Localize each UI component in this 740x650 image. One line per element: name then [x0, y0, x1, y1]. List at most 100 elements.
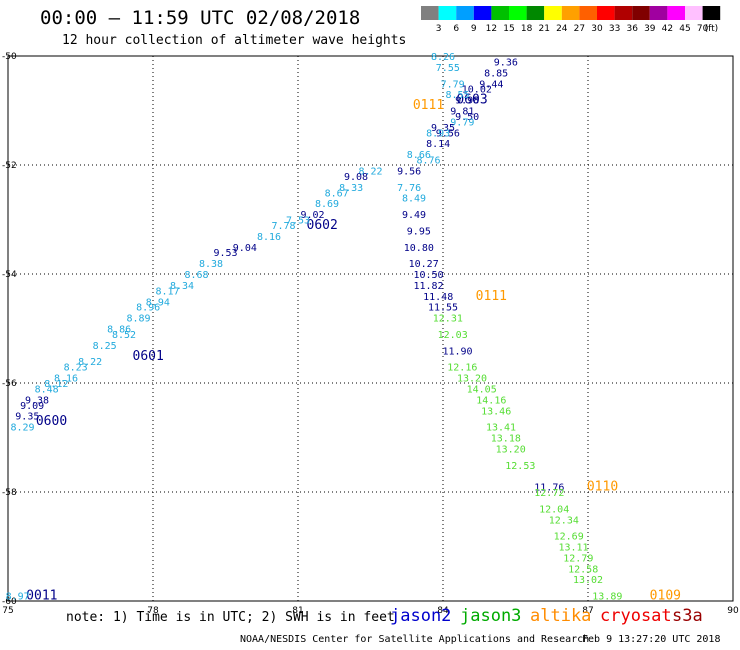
wave-height-label: 9.50 [455, 112, 479, 123]
wave-height-label: 8.67 [325, 188, 349, 199]
wave-height-label: 12.72 [534, 488, 564, 499]
wave-height-label: 9.44 [479, 79, 503, 90]
time-label: 0111 [413, 98, 444, 113]
wave-height-label: 8.86 [107, 325, 131, 336]
wave-height-label: 8.93 [426, 128, 450, 139]
colorbar-swatch [649, 6, 668, 20]
plot-area: 75 78 81 84 87 90 -50 -52 -54 -56 -58 -60 0603 0602 06… [2, 52, 739, 616]
wave-height-label: 13.18 [491, 434, 521, 445]
wave-height-label: 12.31 [433, 314, 463, 325]
wave-height-label: 12.04 [539, 504, 569, 515]
colorbar-label: (ft) [705, 24, 719, 34]
wave-height-label: 8.12 [44, 379, 68, 390]
colorbar-label: 12 [486, 24, 497, 34]
colorbar-label: 70 [697, 24, 709, 34]
colorbar-swatch [473, 6, 492, 20]
wave-height-label: 10.27 [409, 259, 439, 270]
time-label: 0600 [36, 414, 67, 429]
time-label: 0603 [456, 93, 487, 108]
credit-text: NOAA/NESDIS Center for Satellite Applica… [240, 634, 590, 645]
legend-item-jason2: jason2 [390, 606, 452, 626]
y-tick-label: -54 [2, 270, 17, 280]
legend-item-s3a: s3a [672, 606, 703, 626]
wave-height-label: 8.26 [431, 52, 455, 63]
wave-height-label: 9.36 [494, 57, 518, 68]
colorbar-label: 45 [679, 24, 690, 34]
wave-height-label: 12.69 [554, 532, 584, 543]
colorbar-label: 39 [644, 24, 656, 34]
colorbar-label: 3 [436, 24, 442, 34]
wave-height-label: 8.14 [426, 139, 450, 150]
wave-height-label: 14.16 [476, 395, 506, 406]
wave-height-label: 13.41 [486, 423, 516, 434]
colorbar-swatch [544, 6, 562, 20]
wave-height-label: 12.79 [563, 553, 593, 564]
wave-height-label: 8.25 [93, 341, 117, 352]
wave-height-label: 11.55 [428, 303, 458, 314]
wave-height-label: 8.96 [136, 303, 160, 314]
wave-height-label: 7.79 [441, 79, 465, 90]
wave-height-label: 11.76 [534, 483, 564, 494]
wave-height-label: 8.76 [416, 156, 440, 167]
time-label: 0011 [26, 589, 57, 604]
x-tick-label: 84 [437, 606, 449, 616]
x-tick-label: 78 [147, 606, 159, 616]
wave-height-label: 8.33 [339, 183, 363, 194]
wave-height-label: 9.81 [450, 107, 474, 118]
page-subtitle: 12 hour collection of altimeter wave hei… [62, 33, 407, 48]
wave-height-label: 8.17 [155, 286, 179, 297]
colorbar-label: 9 [471, 24, 477, 34]
colorbar-swatch [702, 6, 721, 20]
wave-height-label: 9.08 [344, 172, 368, 183]
wave-height-label: 10.02 [462, 85, 492, 96]
wave-height-label: 11.90 [442, 346, 472, 357]
wave-height-label: 7.55 [436, 63, 460, 74]
wave-height-label: 9.38 [25, 395, 49, 406]
wave-height-label: 8.52 [112, 330, 136, 341]
colorbar-swatch [438, 6, 457, 20]
wave-height-label: 8.68 [184, 270, 208, 281]
wave-height-label: 12.58 [568, 564, 598, 575]
wave-height-label: 9.35 [431, 123, 455, 134]
wave-height-label: 8.69 [315, 199, 339, 210]
wave-height-label: 8.29 [10, 423, 34, 434]
time-label: 0110 [587, 480, 618, 495]
wave-height-label: 9.53 [213, 248, 237, 259]
colorbar-label: 30 [591, 24, 603, 34]
wave-height-label: 11.82 [413, 281, 443, 292]
colorbar: 3 6 9 12 15 18 21 24 27 30 33 36 39 42 45 70(ft) [421, 6, 721, 34]
timestamp-text: Feb 9 13:27:20 UTC 2018 [582, 634, 721, 645]
wave-height-label: 12.03 [438, 330, 468, 341]
wave-height-label: 12.34 [549, 515, 579, 526]
y-tick-label: -56 [2, 379, 17, 389]
wave-height-label: 8.94 [146, 297, 170, 308]
wave-height-label: 9.56 [397, 166, 421, 177]
wave-height-label: 8.23 [64, 363, 88, 374]
wave-height-label: 8.22 [78, 357, 102, 368]
wave-height-label: 9.98 [455, 96, 479, 107]
wave-height-label: 8.97 [6, 592, 30, 603]
wave-height-label: 7.78 [271, 221, 295, 232]
time-label: 0109 [650, 589, 681, 604]
colorbar-label: 21 [538, 24, 549, 34]
wave-height-label: 9.04 [233, 243, 257, 254]
wave-height-label: 13.20 [457, 374, 487, 385]
colorbar-label: 27 [574, 24, 585, 34]
colorbar-label: 6 [453, 24, 459, 34]
colorbar-swatch [632, 6, 650, 20]
wave-height-label: 8.16 [54, 374, 78, 385]
colorbar-label: 36 [626, 24, 638, 34]
wave-height-label: 9.02 [300, 210, 324, 221]
colorbar-swatch [421, 6, 439, 20]
page-title: 00:00 – 11:59 UTC 02/08/2018 [40, 7, 361, 29]
colorbar-swatch [667, 6, 685, 20]
colorbar-label: 33 [609, 24, 620, 34]
wave-height-label: 8.48 [35, 384, 59, 395]
colorbar-label: 42 [662, 24, 673, 34]
wave-height-label: 11.48 [423, 292, 453, 303]
y-tick-label: -52 [2, 161, 17, 171]
wave-height-label: 8.49 [402, 194, 426, 205]
colorbar-swatch [509, 6, 527, 20]
legend-item-altika: altika [530, 606, 592, 626]
